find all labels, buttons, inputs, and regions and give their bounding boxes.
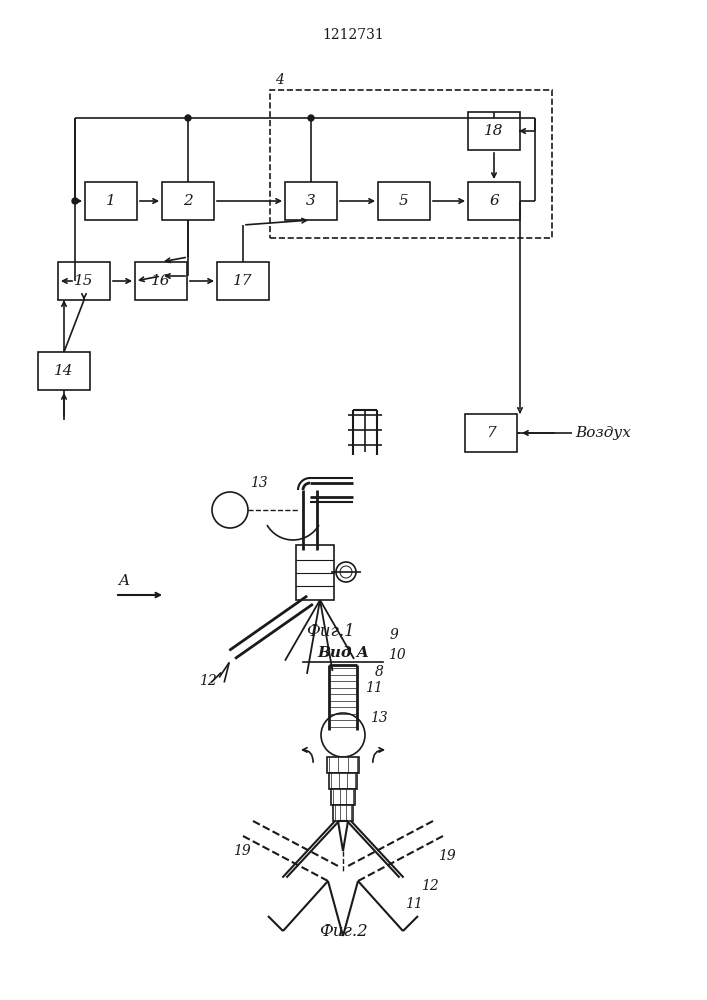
Circle shape [185, 115, 191, 121]
Text: 13: 13 [250, 476, 268, 490]
Bar [296, 545, 334, 600]
Text: Фиг.2: Фиг.2 [319, 924, 368, 940]
Bar [468, 112, 520, 150]
Text: 1212731: 1212731 [322, 28, 384, 42]
Bar [465, 414, 517, 452]
Bar [58, 262, 110, 300]
Text: 18: 18 [484, 124, 504, 138]
Text: 4: 4 [275, 73, 284, 87]
Bar [162, 182, 214, 220]
Text: 17: 17 [233, 274, 252, 288]
Bar [135, 262, 187, 300]
Bar [38, 352, 90, 390]
Text: Фиг.1: Фиг.1 [305, 624, 354, 641]
Text: 2: 2 [183, 194, 193, 208]
Bar [333, 805, 353, 821]
Text: Вид A: Вид A [317, 646, 369, 660]
Text: 7: 7 [486, 426, 496, 440]
Text: 8: 8 [375, 665, 384, 679]
Text: 9: 9 [390, 628, 399, 642]
Text: 11: 11 [365, 681, 382, 695]
Text: 5: 5 [399, 194, 409, 208]
Circle shape [308, 115, 314, 121]
Bar [285, 182, 337, 220]
Text: 1: 1 [106, 194, 116, 208]
Text: 3: 3 [306, 194, 316, 208]
Text: 6: 6 [489, 194, 499, 208]
Circle shape [72, 198, 78, 204]
Text: 12: 12 [199, 674, 217, 688]
Bar [468, 182, 520, 220]
Bar [270, 90, 552, 238]
Text: 15: 15 [74, 274, 94, 288]
Bar [378, 182, 430, 220]
Bar [329, 773, 357, 789]
Text: 11: 11 [405, 897, 423, 911]
Bar [331, 789, 355, 805]
Text: 13: 13 [370, 711, 387, 725]
Text: 16: 16 [151, 274, 171, 288]
Text: 10: 10 [388, 648, 406, 662]
Bar [327, 757, 359, 773]
Text: 14: 14 [54, 364, 74, 378]
Bar [85, 182, 137, 220]
Text: 19: 19 [438, 849, 456, 863]
Text: Воздух: Воздух [575, 426, 631, 440]
Text: 19: 19 [233, 844, 251, 858]
Text: A: A [118, 574, 129, 588]
Text: 12: 12 [421, 879, 439, 893]
Bar [217, 262, 269, 300]
